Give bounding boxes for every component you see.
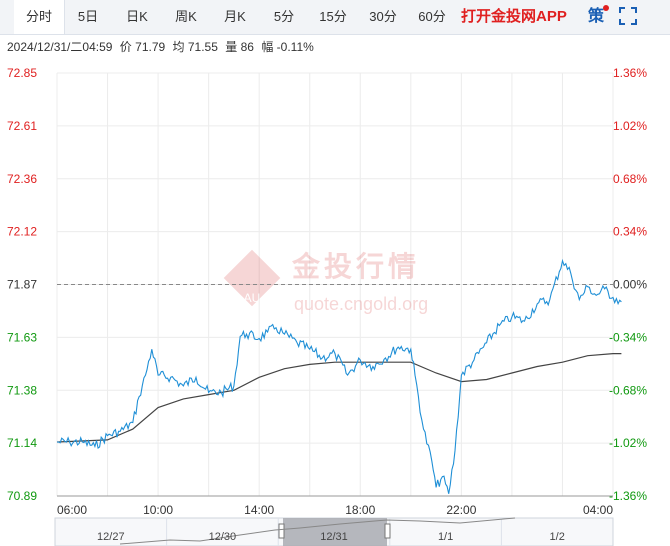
strategy-button[interactable]: 策 <box>588 8 605 25</box>
pct-tick-label: 0.68% <box>613 172 647 186</box>
tab-30min[interactable]: 30分 <box>369 9 397 24</box>
y-axis-percent-labels: 1.36% 1.02% 0.68% 0.34% 0.00% -0.34% -0.68% -1.… <box>609 66 647 503</box>
info-datetime: 2024/12/31/二04:59 <box>7 40 113 54</box>
info-avg: 71.55 <box>187 40 218 54</box>
x-tick-label: 04:00 <box>583 503 613 517</box>
info-chg-label: 幅 <box>261 40 274 54</box>
x-tick-label: 14:00 <box>244 503 274 517</box>
y-tick-label: 71.87 <box>7 278 37 292</box>
x-tick-label: 18:00 <box>345 503 375 517</box>
y-axis-price-labels: 72.85 72.61 72.36 72.12 71.87 71.63 71.38 71.14… <box>7 66 37 503</box>
period-tabs: 分时 5日 日K 周K 月K 5分 15分 30分 60分 打开金投网APP 策 <box>0 0 670 35</box>
average-price-line <box>56 353 622 443</box>
info-price-label: 价 <box>119 40 132 54</box>
y-tick-label: 72.61 <box>7 119 37 133</box>
info-avg-label: 均 <box>172 40 185 54</box>
info-vol: 86 <box>240 40 254 54</box>
navigator-date-label: 12/30 <box>209 531 237 543</box>
navigator-date-label: 1/2 <box>550 531 565 543</box>
y-tick-label: 72.85 <box>7 66 37 80</box>
y-tick-label: 72.36 <box>7 172 37 186</box>
price-line <box>57 258 622 494</box>
navigator-date-label: 12/31 <box>320 531 348 543</box>
pct-tick-label: 1.02% <box>613 119 647 133</box>
y-tick-label: 71.63 <box>7 330 37 344</box>
watermark: AU 金投行情 quote.cngold.org <box>223 249 428 314</box>
tab-daily-k[interactable]: 日K <box>126 9 148 24</box>
navigator-left-handle <box>278 523 285 539</box>
x-tick-label: 22:00 <box>446 503 476 517</box>
navigator-right-handle <box>384 523 391 539</box>
open-app-link[interactable]: 打开金投网APP <box>461 8 567 25</box>
tab-intraday[interactable]: 分时 <box>14 0 65 34</box>
tab-weekly-k[interactable]: 周K <box>175 9 197 24</box>
x-axis-time-labels: 06:00 10:00 14:00 18:00 22:00 04:00 <box>57 503 613 517</box>
pct-tick-label: 1.36% <box>613 66 647 80</box>
y-tick-label: 71.14 <box>7 436 37 450</box>
navigator-mini-line <box>119 517 516 545</box>
info-chg: -0.11% <box>276 40 314 54</box>
tab-60min[interactable]: 60分 <box>418 9 446 24</box>
quote-info-bar: 2024/12/31/二04:59 价 71.79 均 71.55 量 86 幅… <box>7 38 314 56</box>
tab-5min[interactable]: 5分 <box>273 9 295 24</box>
pct-tick-label: -1.02% <box>609 436 647 450</box>
tab-15min[interactable]: 15分 <box>319 9 347 24</box>
navigator-date-label: 1/1 <box>438 531 453 543</box>
watermark-cn: 金投行情 <box>291 250 420 283</box>
notification-dot <box>603 5 609 11</box>
y-tick-label: 72.12 <box>7 225 37 239</box>
pct-tick-label: 0.34% <box>613 225 647 239</box>
x-tick-label: 10:00 <box>143 503 173 517</box>
pct-tick-label: -0.34% <box>609 330 647 344</box>
info-price: 71.79 <box>135 40 166 54</box>
watermark-logo: AU <box>244 291 261 305</box>
y-tick-label: 70.89 <box>7 489 37 503</box>
info-vol-label: 量 <box>225 40 238 54</box>
navigator-selected-range <box>283 518 387 546</box>
tab-5day[interactable]: 5日 <box>77 9 99 24</box>
y-tick-label: 71.38 <box>7 383 37 397</box>
pct-tick-label: -0.68% <box>609 383 647 397</box>
tab-monthly-k[interactable]: 月K <box>224 9 246 24</box>
watermark-url: quote.cngold.org <box>294 294 428 314</box>
pct-tick-label: -1.36% <box>609 489 647 503</box>
navigator-date-label: 12/27 <box>97 531 125 543</box>
range-navigator[interactable]: 12/27 12/30 12/31 1/1 1/2 <box>54 517 614 546</box>
x-tick-label: 06:00 <box>57 503 87 517</box>
pct-tick-label: 0.00% <box>613 278 647 292</box>
fullscreen-icon[interactable] <box>619 7 637 25</box>
